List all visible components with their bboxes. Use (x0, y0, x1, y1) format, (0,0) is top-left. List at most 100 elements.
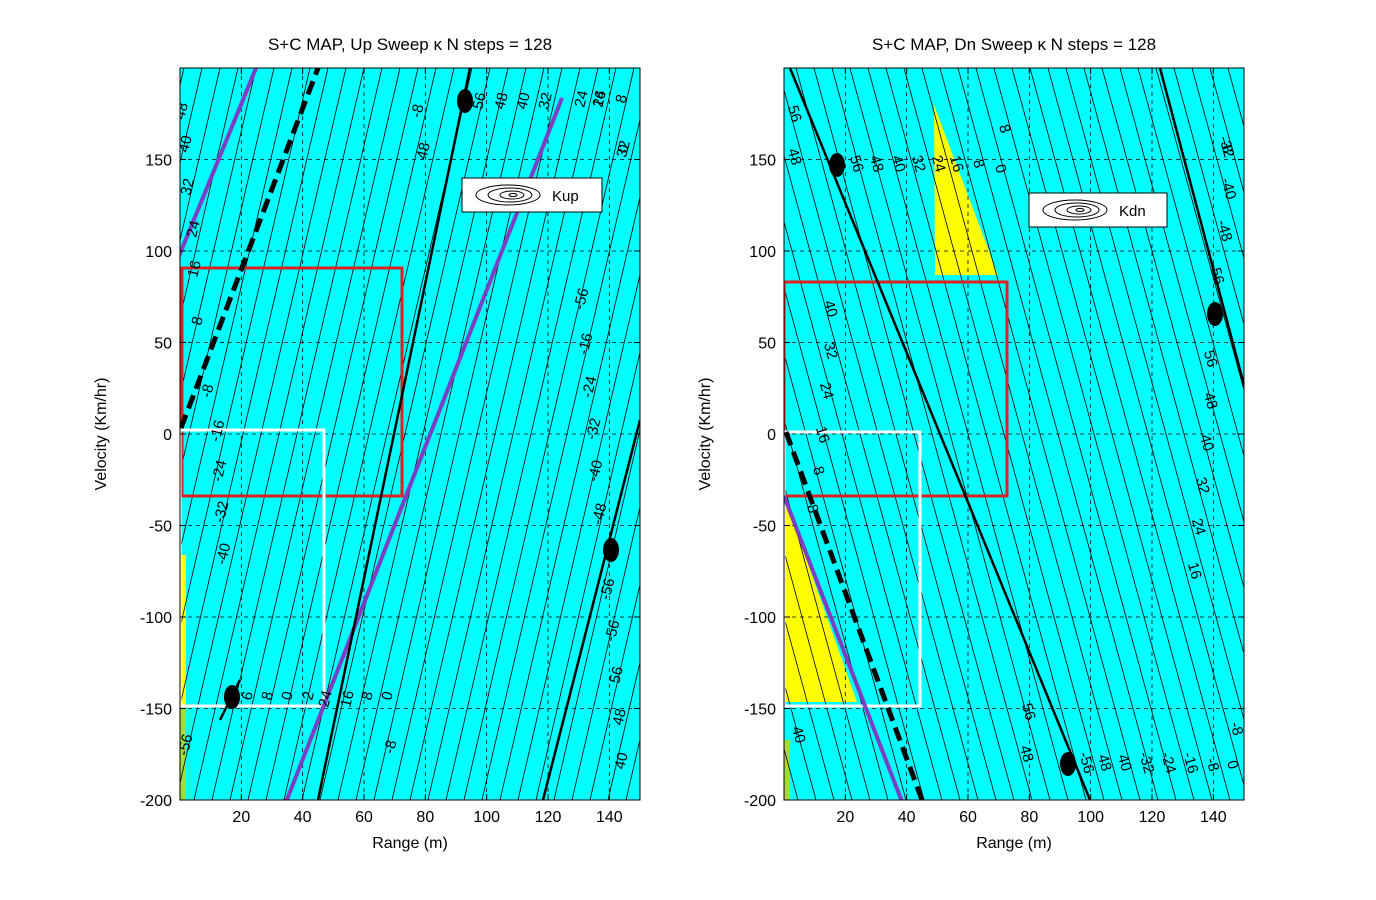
contour-level-label: 48 (784, 146, 805, 167)
contour-line (1011, 68, 1213, 800)
contour-level-label: -8 (1202, 756, 1222, 774)
contour-level-label: 24 (571, 89, 592, 109)
contour-level-label: -24 (1157, 750, 1179, 776)
contour-level-label: -56 (1205, 261, 1227, 287)
axis-ticks: 20 40 60 80 100 120 140 150 100 50 0 -50 -100 -150 -20… (744, 68, 1244, 826)
contour-line (1119, 68, 1244, 524)
y-axis-label: Velocity (Km/hr) (697, 378, 714, 491)
contour-level-label: 32 (1192, 475, 1213, 496)
contour-level-label: 40 (788, 724, 809, 745)
contour-level-label: 48 (1200, 390, 1221, 411)
white-region-box (784, 430, 922, 708)
contour-line (1065, 68, 1244, 721)
x-axis-label: Range (m) (372, 835, 448, 852)
contour-line (831, 68, 1033, 800)
contour-level-label: 24 (183, 219, 204, 239)
peak-marker (603, 538, 619, 562)
contour-level-label: -48 (1213, 218, 1235, 244)
legend-label: Kup (552, 188, 579, 205)
contour-line (975, 68, 1177, 800)
contour-line (1354, 68, 1376, 800)
contour-line (885, 68, 1087, 800)
contour-level-label: 32 (613, 139, 634, 159)
contour-level-label: 32 (535, 91, 556, 111)
contour-line (607, 660, 640, 800)
contour-line (180, 68, 275, 475)
contour-line (784, 615, 835, 800)
contour-level-label: 8 (188, 315, 207, 327)
contour-line (1209, 68, 1244, 194)
contour-level-label: -24 (579, 374, 601, 399)
peak-marker (1207, 302, 1223, 326)
contour-level-label: 48 (1094, 752, 1115, 773)
contour-line (784, 220, 943, 800)
contour-line (921, 68, 1123, 800)
contour-level-label: 24 (315, 689, 336, 709)
contour-level-label: -8 (408, 102, 428, 119)
y-axis-label: Velocity (Km/hr) (93, 378, 110, 491)
contour-level-label: -8 (1216, 138, 1236, 156)
y-tick-label: -100 (744, 610, 776, 627)
contour-line (463, 68, 635, 800)
contour-line (1300, 68, 1376, 800)
y-tick-label: 0 (163, 427, 172, 444)
contour-line (1047, 68, 1244, 787)
contour-level-label: 16 (946, 153, 967, 174)
yellow-region (934, 105, 998, 275)
zero-contour-line (316, 68, 472, 800)
contour-line (499, 195, 640, 800)
x-axis-label: Range (m) (976, 835, 1052, 852)
contour-line (193, 68, 365, 800)
x-tick-label: 80 (1020, 809, 1038, 826)
contour-level-label: -16 (1179, 750, 1201, 776)
contour-level-label: 40 (1114, 752, 1135, 773)
contour-line (1227, 68, 1244, 129)
contour-line (180, 68, 203, 165)
contour-level-label: 16 (1184, 560, 1205, 581)
contour-line (283, 68, 455, 800)
chart-up-sweep: S+C MAP, Up Sweep κ N steps = 128 484032… (0, 35, 641, 852)
contour-level-label: 16 (184, 259, 205, 279)
contour-line (784, 154, 961, 800)
contour-line (1318, 68, 1376, 800)
dashed-boundary-line (784, 431, 925, 800)
contour-line (0, 68, 58, 800)
contour-level-label: 32 (177, 177, 198, 197)
contour-level-label: 32 (908, 153, 929, 174)
contour-line (0, 68, 94, 800)
y-tick-label: -150 (140, 702, 172, 719)
contour-level-label: 40 (611, 751, 632, 771)
contour-line (265, 68, 437, 800)
x-tick-label: 100 (473, 809, 500, 826)
contour-line (1101, 68, 1244, 590)
contour-line (180, 68, 221, 243)
contour-line (957, 68, 1159, 800)
contour-level-label: 56 (606, 665, 627, 685)
contour-line (180, 68, 311, 630)
contour-level-label: 24 (589, 89, 610, 109)
contour-level-label: 48 (1016, 743, 1037, 764)
contour-level-label: 48 (866, 153, 887, 174)
contour-line (0, 68, 166, 800)
contour-level-label: 24 (928, 153, 949, 174)
contour-level-label: 32 (820, 340, 841, 361)
y-tick-label: -100 (140, 610, 172, 627)
contour-level-label: 48 (609, 707, 630, 727)
contour-level-label: -8 (1226, 720, 1246, 738)
contour-level-label: 56 (846, 153, 867, 174)
overlay (180, 68, 640, 800)
contour-level-label: -32 (583, 416, 605, 441)
x-tick-label: 80 (416, 809, 434, 826)
x-tick-label: 60 (959, 809, 977, 826)
contour-level-label: 6 (238, 690, 257, 702)
contour-level-label: -16 (207, 418, 229, 443)
y-tick-label: 150 (749, 153, 776, 170)
contour-line (784, 549, 853, 800)
contour-line (180, 68, 257, 398)
contour-line (517, 272, 640, 800)
contour-line (0, 68, 76, 800)
